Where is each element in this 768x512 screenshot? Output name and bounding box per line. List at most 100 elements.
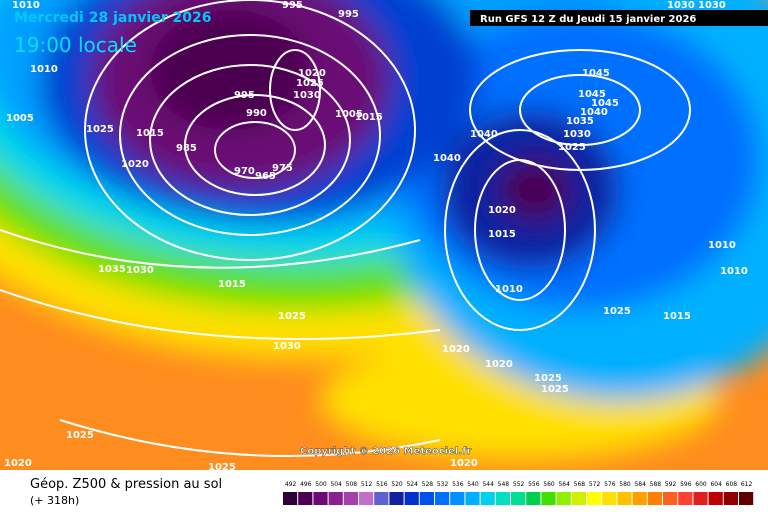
legend-label: 560 — [543, 481, 555, 488]
isobar-label: 1045 — [578, 89, 606, 100]
isobar-label: 1020 — [488, 205, 516, 216]
legend-swatch — [328, 492, 343, 505]
geopotential-field — [0, 0, 768, 470]
legend-swatch — [404, 492, 419, 505]
isobar-label: 1025 — [86, 124, 114, 135]
isobar-label: 1010 — [30, 64, 58, 75]
legend-swatch — [571, 492, 586, 505]
isobar-label: 1025 — [534, 373, 562, 384]
isobar-label: 1030 — [667, 0, 695, 11]
time: 19:00 locale — [14, 33, 137, 57]
legend-swatch — [435, 492, 450, 505]
legend-swatch — [511, 492, 526, 505]
legend-swatch — [480, 492, 495, 505]
isobar-label: 975 — [272, 163, 293, 174]
legend-swatch — [723, 492, 738, 505]
isobar-label: 1030 — [293, 90, 321, 101]
isobar-label: 1035 — [98, 264, 126, 275]
legend-label: 536 — [452, 481, 464, 488]
isobar-label: 1025 — [66, 430, 94, 441]
legend-label: 556 — [528, 481, 540, 488]
legend-label: 528 — [422, 481, 434, 488]
isobar-label: 1020 — [121, 159, 149, 170]
legend-label: 496 — [300, 481, 312, 488]
legend-swatch — [465, 492, 480, 505]
run: Run GFS 12 Z du Jeudi 15 janvier 2026 — [480, 14, 696, 25]
isobar-label: 1025 — [296, 78, 324, 89]
legend-swatch — [343, 492, 358, 505]
isobars — [0, 0, 691, 457]
legend-label: 544 — [482, 481, 494, 488]
isobar-label: 1010 — [720, 266, 748, 277]
legend-label: 572 — [589, 481, 601, 488]
legend-label: 604 — [710, 481, 722, 488]
isobar-label: 1015 — [136, 128, 164, 139]
copyright: Copyright © 2026 Meteociel.fr — [300, 446, 471, 457]
isobar-label: 1020 — [298, 68, 326, 79]
legend: 492 496 500 504 508 512 516 520 524 528 532 536 540 5… — [283, 481, 754, 505]
legend-label: 576 — [604, 481, 616, 488]
date: Mercredi 28 janvier 2026 — [14, 10, 211, 26]
legend-swatch — [602, 492, 617, 505]
legend-label: 532 — [437, 481, 449, 488]
isobar-label: 995 — [282, 0, 303, 11]
legend-label: 584 — [634, 481, 646, 488]
isobar-label: 995 — [338, 9, 359, 20]
legend-label: 564 — [558, 481, 570, 488]
legend-swatch — [419, 492, 434, 505]
legend-swatch — [298, 492, 313, 505]
legend-label: 540 — [467, 481, 479, 488]
legend-label: 548 — [498, 481, 510, 488]
legend-label: 608 — [726, 481, 738, 488]
isobar-label: 1010 — [12, 0, 40, 11]
legend-swatch — [359, 492, 374, 505]
legend-swatch — [693, 492, 708, 505]
isobar-label: 995 — [234, 90, 255, 101]
legend-label: 612 — [741, 481, 753, 488]
isobar-label: 1005 — [335, 109, 363, 120]
isobar-label: 1030 — [698, 0, 726, 11]
isobar-label: 1015 — [218, 279, 246, 290]
legend-swatch — [663, 492, 678, 505]
legend-swatch — [389, 492, 404, 505]
isobar-label: 1030 — [563, 129, 591, 140]
legend-label: 524 — [406, 481, 418, 488]
footer-lead: (+ 318h) — [30, 494, 79, 507]
footer-title: Géop. Z500 & pression au sol — [30, 477, 222, 492]
isobar-label: 1020 — [442, 344, 470, 355]
legend-label: 508 — [346, 481, 358, 488]
legend-swatch — [495, 492, 510, 505]
legend-label: 600 — [695, 481, 707, 488]
isobar-label: 1045 — [591, 98, 619, 109]
isobar-label: 1035 — [566, 116, 594, 127]
legend-label: 520 — [391, 481, 403, 488]
run-box — [470, 10, 768, 26]
legend-swatch — [647, 492, 662, 505]
isobar-label: 985 — [176, 143, 197, 154]
legend-label: 492 — [285, 481, 297, 488]
isobar-label: 1030 — [126, 265, 154, 276]
isobar-label: 965 — [255, 171, 276, 182]
legend-label: 568 — [574, 481, 586, 488]
isobar-label: 1020 — [485, 359, 513, 370]
legend-swatch — [739, 492, 754, 505]
legend-label: 596 — [680, 481, 692, 488]
isobar-label: 1010 — [708, 240, 736, 251]
legend-label: 504 — [330, 481, 342, 488]
legend-label: 512 — [361, 481, 373, 488]
isobar-label: 1040 — [470, 129, 498, 140]
legend-swatch — [283, 492, 298, 505]
isobar-label: 1030 — [273, 341, 301, 352]
isobar-label: 1025 — [278, 311, 306, 322]
legend-swatch — [632, 492, 647, 505]
legend-label: 552 — [513, 481, 525, 488]
isobar-label: 1015 — [488, 229, 516, 240]
legend-label: 588 — [650, 481, 662, 488]
legend-label: 580 — [619, 481, 631, 488]
legend-swatch — [708, 492, 723, 505]
legend-swatch — [587, 492, 602, 505]
legend-swatch — [556, 492, 571, 505]
isobar-label: 1025 — [208, 462, 236, 473]
isobar-label: 970 — [234, 166, 255, 177]
